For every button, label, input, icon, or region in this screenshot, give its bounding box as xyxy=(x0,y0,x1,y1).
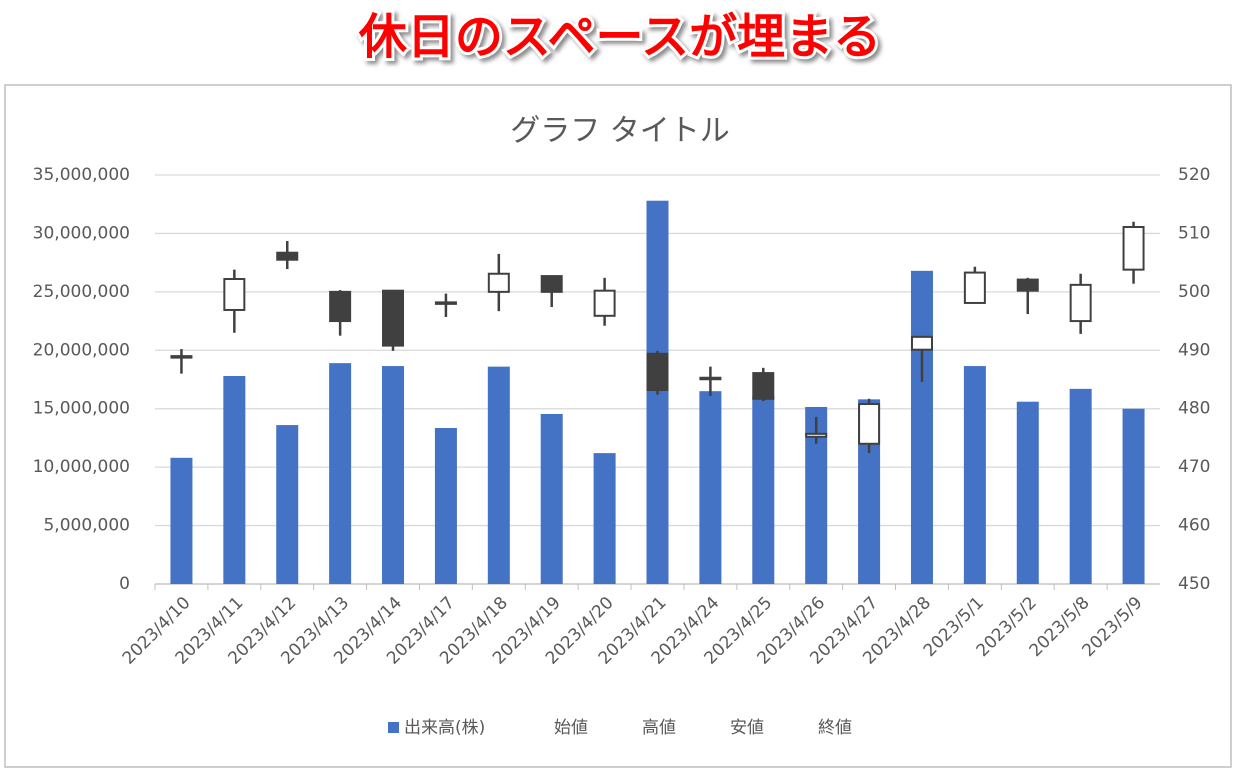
y-tick-label: 20,000,000 xyxy=(33,340,130,360)
candle-body xyxy=(223,278,246,311)
candle-body xyxy=(170,355,193,359)
y2-tick-label: 450 xyxy=(1178,574,1210,594)
candle-body xyxy=(699,376,722,381)
volume-bar xyxy=(1122,408,1145,584)
volume-bar xyxy=(223,375,246,584)
y2-tick-label: 510 xyxy=(1178,223,1210,243)
volume-bar xyxy=(805,406,828,584)
volume-bar xyxy=(170,457,193,584)
legend-label: 出来高(株) xyxy=(404,718,485,738)
volume-bar xyxy=(1016,401,1039,584)
candle-body xyxy=(858,403,881,445)
volume-bar xyxy=(963,366,986,584)
banner: 休日のスペースが埋まる xyxy=(358,9,881,65)
y2-tick-label: 480 xyxy=(1178,399,1210,419)
volume-bar xyxy=(752,395,775,584)
volume-bar xyxy=(910,270,933,584)
candle-body xyxy=(805,432,828,438)
candle-body xyxy=(910,335,933,351)
y-tick-label: 5,000,000 xyxy=(43,516,130,536)
y-tick-label: 10,000,000 xyxy=(33,457,130,477)
legend-label: 高値 xyxy=(642,718,676,738)
candle-body xyxy=(752,372,775,400)
volume-bar xyxy=(540,413,563,584)
volume-bar xyxy=(487,366,510,584)
candle-body xyxy=(963,271,986,304)
y-tick-label: 25,000,000 xyxy=(33,282,130,302)
y2-tick-label: 500 xyxy=(1178,282,1210,302)
candle-body xyxy=(1122,226,1145,271)
legend-label: 終値 xyxy=(818,718,852,738)
candle-body xyxy=(646,352,669,392)
volume-bar xyxy=(434,427,457,584)
y-tick-label: 35,000,000 xyxy=(33,165,130,185)
candle-body xyxy=(1069,283,1092,323)
candle-body xyxy=(382,289,405,347)
volume-bar xyxy=(276,425,299,584)
candle-body xyxy=(329,290,352,323)
volume-bar xyxy=(382,366,405,584)
chart-title: グラフ タイトル xyxy=(510,114,730,149)
volume-bar xyxy=(329,363,352,584)
legend-label: 始値 xyxy=(554,718,588,738)
legend-swatch xyxy=(388,722,399,733)
candle-body xyxy=(276,251,299,261)
volume-bar xyxy=(699,391,722,584)
candle-body xyxy=(593,289,616,317)
y2-tick-label: 520 xyxy=(1178,165,1210,185)
candle-body xyxy=(487,272,510,293)
candle-body xyxy=(1016,278,1039,292)
volume-bar xyxy=(593,453,616,584)
volume-bar xyxy=(1069,388,1092,584)
y2-tick-label: 470 xyxy=(1178,457,1210,477)
volume-bar xyxy=(858,399,881,584)
y2-tick-label: 490 xyxy=(1178,340,1210,360)
y-tick-label: 15,000,000 xyxy=(33,399,130,419)
y2-tick-label: 460 xyxy=(1178,516,1210,536)
y-tick-label: 0 xyxy=(119,574,130,594)
candle-body xyxy=(540,275,563,293)
legend-label: 安値 xyxy=(730,718,764,738)
y-tick-label: 30,000,000 xyxy=(33,223,130,243)
candle-body xyxy=(434,301,457,305)
